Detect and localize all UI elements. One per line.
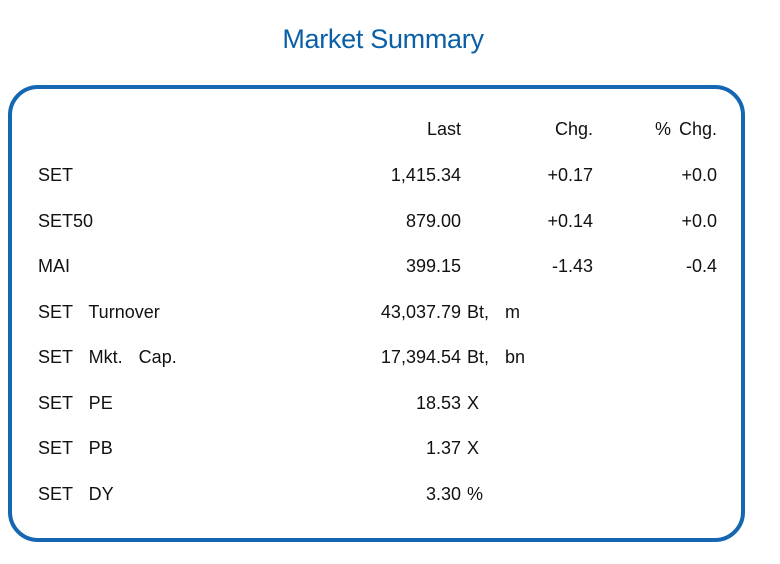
row-unit: Bt, bn [467, 347, 526, 367]
row-last: 18.53 [415, 393, 461, 413]
header-pct-chg: % Chg. [654, 119, 717, 139]
market-summary-panel [8, 85, 745, 542]
row-label: SET [38, 165, 74, 185]
row-unit: Bt, m [467, 302, 521, 322]
row-last: 43,037.79 [380, 302, 461, 322]
row-last: 3.30 [425, 484, 461, 504]
row-last: 1,415.34 [390, 165, 461, 185]
header-last: Last [426, 119, 461, 139]
row-label: SET DY [38, 484, 114, 504]
row-chg: -1.43 [551, 256, 593, 276]
row-label: SET PE [38, 393, 113, 413]
row-last: 1.37 [425, 438, 461, 458]
row-label: SET PB [38, 438, 113, 458]
row-pct-chg: +0.0 [681, 165, 717, 185]
row-unit: X [467, 393, 480, 413]
row-pct-chg: -0.4 [685, 256, 717, 276]
row-label: SET Turnover [38, 302, 160, 322]
row-unit: X [467, 438, 480, 458]
header-chg: Chg. [554, 119, 593, 139]
row-label: MAI [38, 256, 71, 276]
row-chg: +0.17 [547, 165, 593, 185]
row-chg: +0.14 [547, 211, 593, 231]
row-last: 879.00 [405, 211, 461, 231]
row-last: 399.15 [405, 256, 461, 276]
row-last: 17,394.54 [380, 347, 461, 367]
row-label: SET Mkt. Cap. [38, 347, 177, 367]
row-label: SET50 [38, 211, 94, 231]
row-unit: % [467, 484, 484, 504]
row-pct-chg: +0.0 [681, 211, 717, 231]
page-title: Market Summary [282, 24, 484, 54]
